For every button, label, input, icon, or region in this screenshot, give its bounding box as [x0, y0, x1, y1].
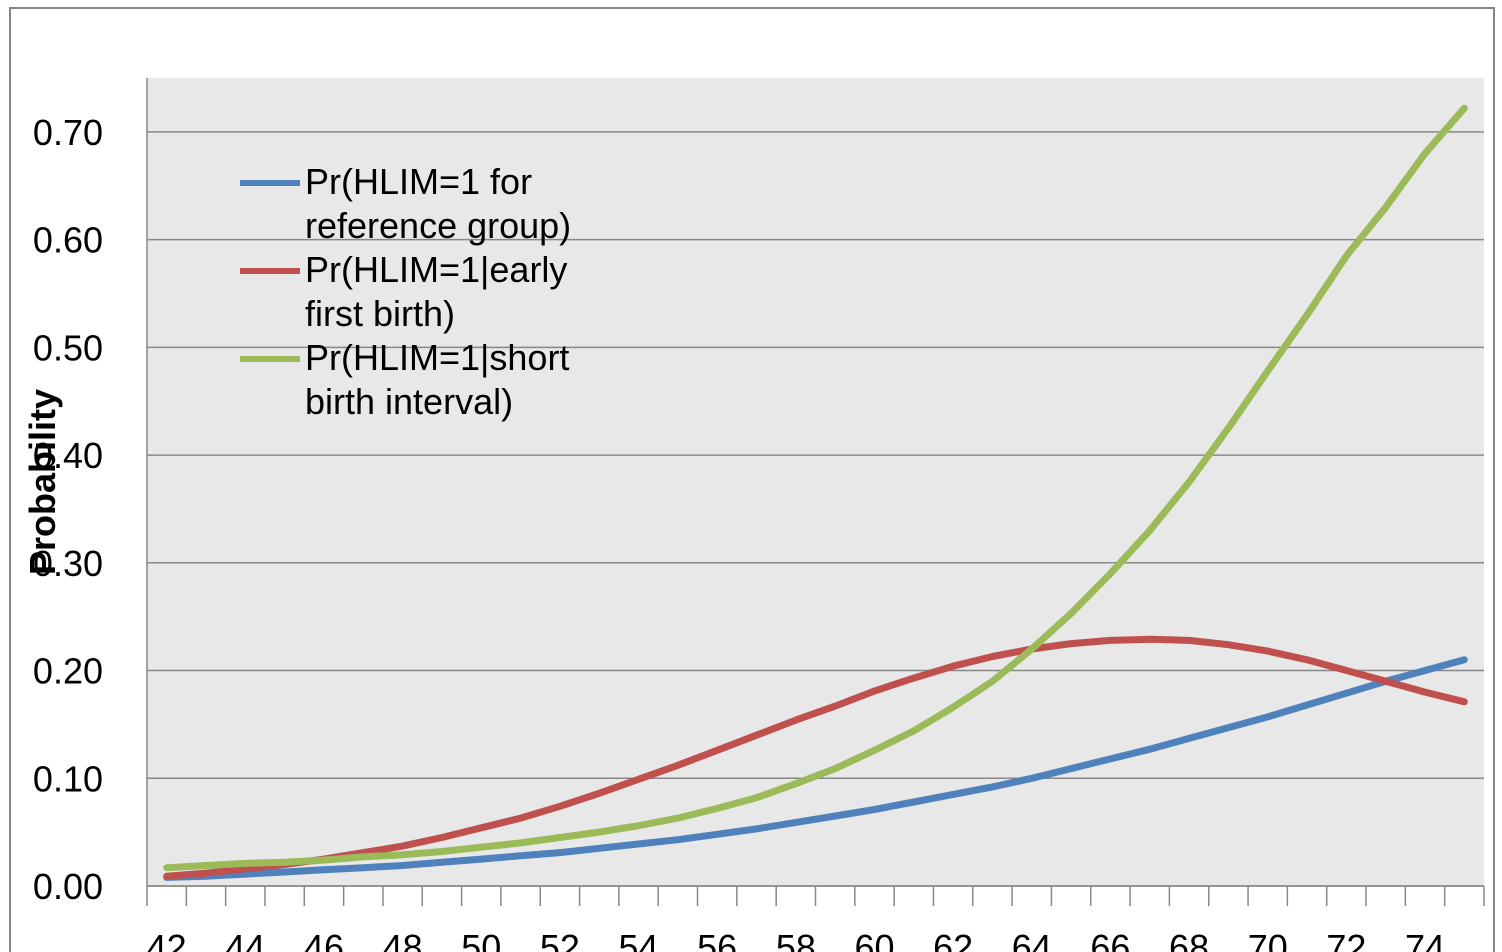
- legend-label: Pr(HLIM=1|early first birth): [305, 249, 568, 334]
- x-tick-label: 62: [933, 927, 973, 952]
- x-tick-label: 64: [1012, 927, 1052, 952]
- series-line: [163, 104, 1468, 872]
- x-tick-label: 44: [225, 927, 265, 952]
- legend-item: Pr(HLIM=1|short birth interval): [240, 336, 600, 424]
- y-tick-label: 0.60: [33, 220, 103, 261]
- series-line: [163, 656, 1468, 881]
- y-tick-label: 0.00: [33, 866, 103, 907]
- y-tick-label: 0.50: [33, 327, 103, 368]
- x-tick-label: 72: [1326, 927, 1366, 952]
- series-line: [163, 635, 1468, 880]
- legend-swatch: [240, 268, 300, 274]
- legend-label: Pr(HLIM=1|short birth interval): [305, 337, 570, 422]
- legend-label: Pr(HLIM=1 for reference group): [305, 161, 572, 246]
- y-axis-title: Probability: [22, 389, 63, 575]
- legend-swatch: [240, 356, 300, 362]
- x-tick-label: 74: [1405, 927, 1445, 952]
- legend-swatch: [240, 180, 300, 186]
- x-tick-label: 56: [697, 927, 737, 952]
- x-tick-label: 66: [1090, 927, 1130, 952]
- x-tick-label: 54: [619, 927, 659, 952]
- x-tick-label: 42: [147, 927, 187, 952]
- x-tick-label: 58: [776, 927, 816, 952]
- chart-frame: [9, 7, 1495, 952]
- plot-area: [147, 78, 1484, 886]
- x-tick-label: 50: [461, 927, 501, 952]
- x-tick-label: 48: [383, 927, 423, 952]
- y-tick-label: 0.40: [33, 435, 103, 476]
- y-tick-label: 0.70: [33, 112, 103, 153]
- legend: Pr(HLIM=1 for reference group) Pr(HLIM=1|…: [240, 160, 600, 424]
- y-tick-label: 0.20: [33, 651, 103, 692]
- legend-item: Pr(HLIM=1|early first birth): [240, 248, 600, 336]
- x-tick-label: 52: [540, 927, 580, 952]
- x-tick-label: 60: [854, 927, 894, 952]
- x-tick-label: 46: [304, 927, 344, 952]
- y-tick-label: 0.30: [33, 543, 103, 584]
- x-tick-label: 70: [1248, 927, 1288, 952]
- x-tick-label: 68: [1169, 927, 1209, 952]
- legend-item: Pr(HLIM=1 for reference group): [240, 160, 600, 248]
- y-tick-label: 0.10: [33, 758, 103, 799]
